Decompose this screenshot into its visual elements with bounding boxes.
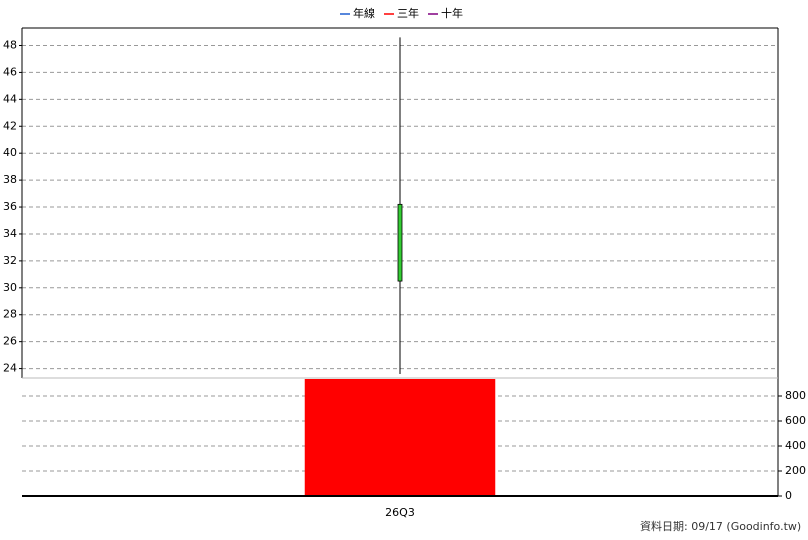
y-tick-label: 38 [3, 173, 17, 186]
footer: 資料日期: 09/17 (Goodinfo.tw) [640, 519, 801, 533]
y-tick-label: 42 [3, 119, 17, 132]
legend-label: 年線 [353, 6, 375, 20]
y2-tick-label: 0 [785, 489, 792, 502]
y-tick-label: 26 [3, 335, 17, 348]
y-tick-label: 24 [3, 362, 17, 375]
y-tick-label: 46 [3, 65, 17, 78]
y-tick-label: 32 [3, 254, 17, 267]
y-tick-label: 28 [3, 308, 17, 321]
y-tick-label: 40 [3, 146, 17, 159]
y-tick-label: 30 [3, 281, 17, 294]
y-tick-label: 34 [3, 227, 17, 240]
y-tick-label: 44 [3, 92, 17, 105]
legend-label: 三年 [397, 6, 419, 20]
y2-tick-label: 200 [785, 464, 806, 477]
x-tick-label: 26Q3 [385, 506, 415, 519]
y-tick-label: 36 [3, 200, 17, 213]
y2-tick-label: 800 [785, 389, 806, 402]
volume-bar [304, 379, 496, 496]
legend-label: 十年 [441, 6, 463, 20]
y-tick-label: 48 [3, 39, 17, 52]
candle-body [397, 203, 403, 282]
y2-tick-label: 400 [785, 439, 806, 452]
y2-tick-label: 600 [785, 414, 806, 427]
